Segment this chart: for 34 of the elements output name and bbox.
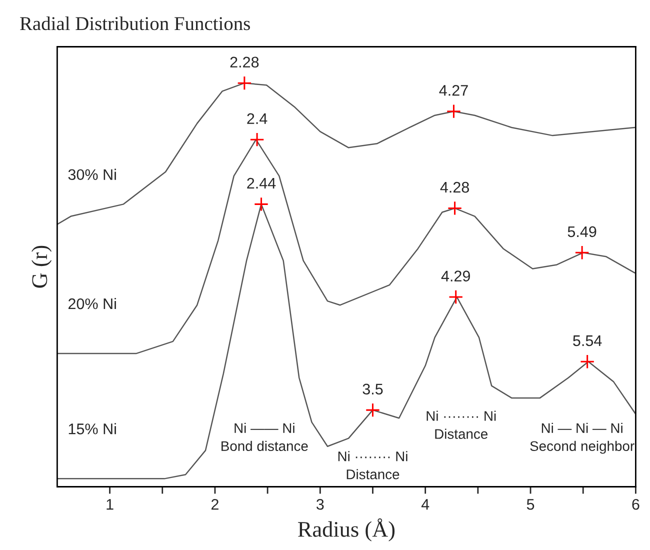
annotation: 5.54 — [573, 335, 602, 346]
text: 20% Ni — [68, 298, 116, 310]
point — [365, 402, 380, 418]
text: 15% Ni — [68, 423, 116, 434]
point — [254, 196, 269, 212]
annotation: 4.27 — [439, 85, 468, 96]
x-tick-label: 2 — [211, 498, 218, 510]
annotation: 3.5 — [362, 384, 383, 395]
x-tick-label: 6 — [632, 498, 640, 510]
chart-title: Radial Distribution Functions — [20, 16, 250, 30]
point — [447, 200, 462, 216]
x-tick-label: 5 — [526, 499, 534, 510]
annotation: 4.29 — [441, 270, 470, 282]
point — [250, 132, 264, 147]
annotation: Ni ········ Ni Distance — [338, 451, 408, 480]
x-tick-label: 1 — [106, 499, 114, 510]
annotation: 5.49 — [568, 226, 596, 238]
x-tick-label: 3 — [316, 498, 324, 510]
annotation: 2.4 — [247, 113, 268, 124]
annotation: 2.28 — [230, 56, 259, 68]
x-tick-label: 4 — [421, 499, 430, 510]
x-axis-title: Radius (Å) — [298, 518, 395, 542]
annotation: Ni — Ni — Ni Second neighbor — [530, 422, 634, 454]
point — [574, 245, 590, 260]
annotation: 2.44 — [247, 178, 276, 189]
point — [446, 104, 462, 119]
annotation: Ni —— Ni Bond distance — [222, 422, 308, 452]
annotation: 4.28 — [440, 182, 469, 193]
point — [237, 76, 252, 90]
series-label: 30% Ni — [68, 168, 116, 180]
annotation: Ni ········ Ni Distance — [426, 410, 496, 439]
point — [448, 290, 464, 304]
point — [580, 354, 595, 369]
y-axis-title: G (r) — [31, 246, 52, 288]
